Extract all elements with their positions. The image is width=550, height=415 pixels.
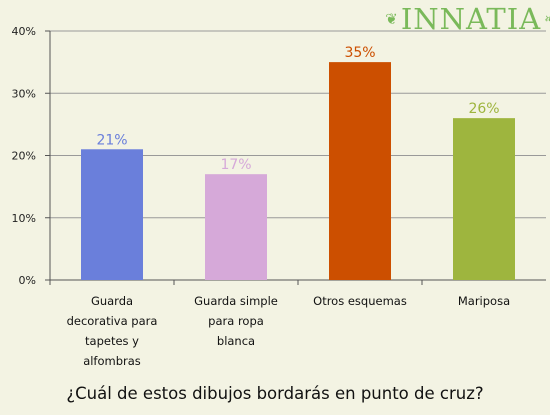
y-tick-label: 30% [12,87,36,100]
bar [453,118,515,281]
right-leaf-icon: ❧ [544,11,550,27]
data-label: 35% [344,45,375,61]
innatia-logo[interactable]: ❦ INNATIA ❧ [385,2,550,36]
brand-name: INNATIA [400,2,542,36]
bar [329,62,391,280]
bar [205,174,267,280]
data-label: 21% [96,132,127,148]
data-label: 17% [220,157,251,173]
data-label: 26% [468,101,499,117]
x-tick-label: tapetes y [85,334,139,348]
x-tick-label: blanca [217,334,255,348]
y-tick-label: 40% [12,25,36,38]
x-tick-label: Guarda simple [194,294,278,308]
x-tick-label: alfombras [83,354,141,368]
left-leaf-icon: ❦ [385,9,398,28]
y-tick-label: 20% [12,150,36,163]
poll-question: ¿Cuál de estos dibujos bordarás en punto… [66,384,484,403]
bar [81,149,143,280]
y-tick-label: 10% [12,212,36,225]
x-tick-label: Guarda [91,294,133,308]
x-tick-label: Otros esquemas [313,294,407,308]
x-tick-label: Mariposa [458,294,510,308]
x-tick-label: para ropa [208,314,264,328]
x-tick-label: decorativa para [67,314,158,328]
y-tick-label: 0% [19,274,36,287]
